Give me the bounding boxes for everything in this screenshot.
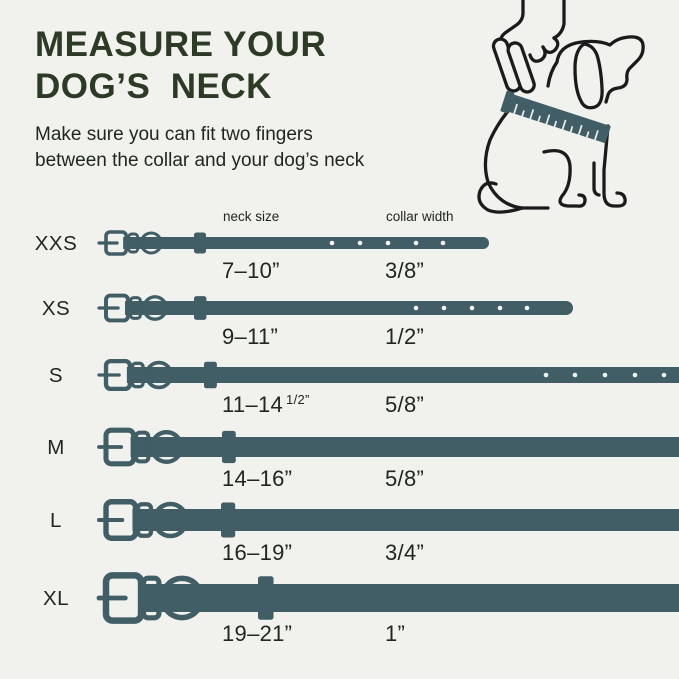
collar-width-value-xxs: 3/8” bbox=[385, 258, 425, 283]
dog-haunch bbox=[542, 148, 587, 208]
collar-graphic-s bbox=[97, 358, 679, 392]
collar-hole bbox=[413, 305, 419, 311]
collar-hole bbox=[632, 372, 638, 378]
dog-head bbox=[546, 35, 645, 104]
collar-ring bbox=[142, 295, 168, 321]
collar-hole bbox=[441, 305, 447, 311]
neck-size-value-l: 16–19” bbox=[222, 541, 292, 565]
size-label-s: S bbox=[48, 364, 64, 387]
collar-keeper bbox=[130, 361, 145, 389]
size-label-xl: XL bbox=[42, 587, 70, 610]
collar-graphic-xxs bbox=[97, 230, 489, 256]
collar-hole bbox=[497, 305, 503, 311]
dog-front-leg-back bbox=[592, 161, 601, 197]
subtitle-line-2: between the collar and your dog’s neck bbox=[35, 150, 365, 171]
collar-slider bbox=[221, 502, 236, 538]
title-line-1: MEASURE YOUR bbox=[35, 25, 327, 64]
collar-keeper bbox=[127, 232, 140, 254]
collar-hole bbox=[329, 240, 335, 246]
neck-size-value-xs: 9–11” bbox=[222, 325, 278, 349]
collar-slider bbox=[204, 361, 217, 389]
size-label-l: L bbox=[50, 509, 62, 532]
collar-keeper bbox=[134, 430, 151, 464]
collar-hole bbox=[413, 240, 419, 246]
collar-hole bbox=[661, 372, 667, 378]
measuring-tape bbox=[500, 90, 611, 143]
page-title: MEASURE YOUR DOG’S NECK bbox=[35, 24, 326, 108]
collar-strap bbox=[138, 584, 679, 612]
neck-size-value-s: 11–14 1/2” bbox=[222, 392, 310, 420]
neck-size-value-xl: 19–21” bbox=[222, 622, 292, 646]
dog-tail bbox=[477, 181, 524, 214]
neck-size-main: 19–21” bbox=[222, 621, 293, 646]
neck-size-main: 7–10” bbox=[222, 258, 280, 283]
collar-hole bbox=[469, 305, 475, 311]
collar-hole bbox=[524, 305, 530, 311]
neck-size-value-xxs: 7–10” bbox=[222, 259, 280, 283]
collar-width-value-xs: 1/2” bbox=[385, 324, 425, 349]
collar-ring bbox=[149, 430, 184, 464]
subtitle-line-1: Make sure you can fit two fingers bbox=[35, 124, 313, 145]
neck-size-main: 16–19” bbox=[222, 540, 293, 565]
collar-strap bbox=[123, 237, 489, 249]
collar-ring bbox=[152, 501, 189, 539]
neck-size-main: 9–11” bbox=[222, 324, 279, 349]
dog-front-leg bbox=[602, 124, 627, 208]
hand-knuckle-2 bbox=[528, 45, 547, 63]
neck-size-main: 11–14 bbox=[222, 392, 284, 417]
collar-width-value-m: 5/8” bbox=[385, 466, 425, 491]
collar-keeper bbox=[140, 575, 162, 621]
size-label-m: M bbox=[47, 436, 65, 459]
collar-hole bbox=[357, 240, 363, 246]
neck-size-value-m: 14–16” bbox=[222, 467, 292, 491]
subtitle: Make sure you can fit two fingers between… bbox=[35, 122, 364, 174]
collar-width-value-xl: 1” bbox=[385, 621, 406, 646]
collar-hole bbox=[543, 372, 549, 378]
neck-size-column-header: neck size bbox=[223, 209, 280, 224]
title-line-2: DOG’S NECK bbox=[35, 67, 272, 106]
collar-hole bbox=[572, 372, 578, 378]
collar-keeper bbox=[135, 502, 154, 538]
collar-graphic-xs bbox=[97, 293, 574, 323]
collar-hole bbox=[385, 240, 391, 246]
collar-graphic-m bbox=[97, 427, 679, 467]
neck-size-fraction: 1/2” bbox=[286, 392, 310, 407]
dog-ear bbox=[573, 42, 604, 110]
collar-ring bbox=[139, 231, 163, 255]
collar-hole bbox=[440, 240, 446, 246]
collar-strap bbox=[132, 509, 679, 531]
collar-graphic-l bbox=[96, 499, 679, 541]
hand-finger-2 bbox=[506, 41, 536, 94]
collar-ring bbox=[159, 575, 205, 621]
dog-measure-illustration bbox=[477, 0, 645, 214]
neck-size-main: 14–16” bbox=[222, 466, 293, 491]
collar-width-value-s: 5/8” bbox=[385, 392, 425, 417]
hand-wrist-right bbox=[552, 0, 566, 40]
collar-slider bbox=[194, 296, 207, 320]
collar-slider bbox=[194, 232, 206, 254]
collar-hole bbox=[602, 372, 608, 378]
size-label-xs: XS bbox=[41, 297, 71, 320]
collar-graphic-xl bbox=[96, 572, 679, 624]
size-label-xxs: XXS bbox=[34, 232, 78, 255]
collar-width-column-header: collar width bbox=[386, 209, 454, 224]
tape-ticks bbox=[513, 103, 599, 141]
collar-width-value-l: 3/4” bbox=[385, 540, 425, 565]
collar-keeper bbox=[128, 296, 142, 320]
collar-slider bbox=[258, 576, 274, 620]
hand-wrist-left bbox=[498, 0, 525, 46]
collar-ring bbox=[144, 360, 174, 390]
collar-strap bbox=[130, 437, 679, 457]
collar-strap bbox=[126, 367, 679, 383]
collar-strap bbox=[125, 301, 574, 315]
collar-slider bbox=[222, 430, 236, 464]
